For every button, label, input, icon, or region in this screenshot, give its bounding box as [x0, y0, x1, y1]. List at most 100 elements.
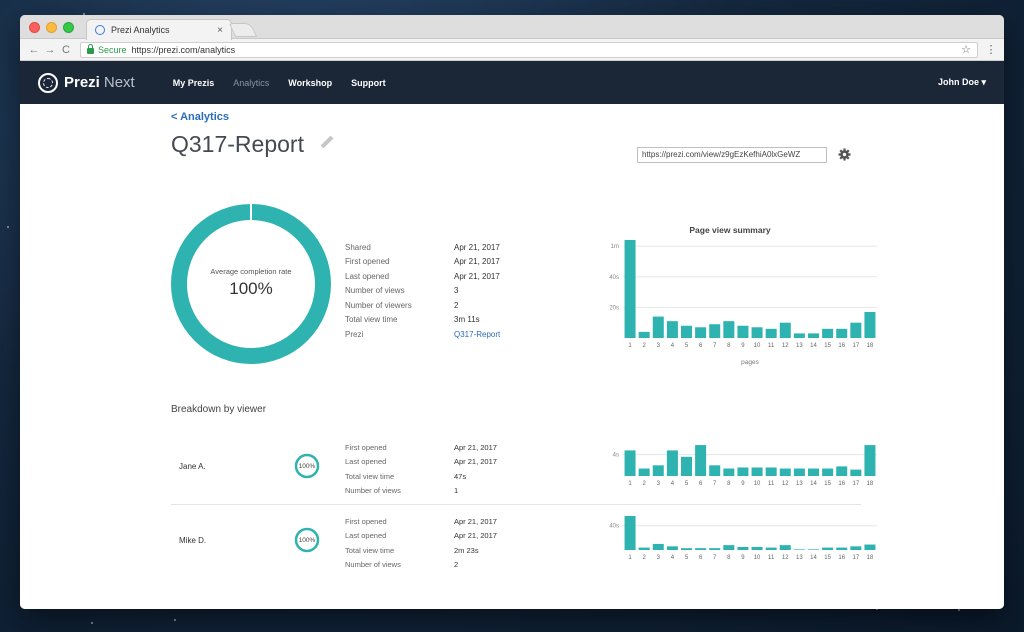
bar[interactable] [680, 456, 693, 476]
bar[interactable] [779, 468, 791, 476]
tab-close-icon[interactable]: × [217, 24, 223, 36]
bar[interactable] [666, 321, 678, 338]
stat-row-total-view-time: Total view time 3m 11s [345, 313, 500, 328]
viewer-stat-row: Number of views 1 [345, 484, 497, 499]
bar[interactable] [779, 322, 791, 338]
x-tick-label: 8 [727, 343, 731, 349]
x-axis-label: pages [741, 359, 759, 366]
bar[interactable] [864, 544, 876, 550]
x-tick-label: 2 [642, 343, 646, 349]
bar[interactable] [624, 450, 636, 476]
x-tick-label: 16 [838, 481, 845, 487]
bar[interactable] [680, 548, 693, 550]
bar[interactable] [652, 465, 664, 476]
bar[interactable] [793, 549, 805, 550]
bar[interactable] [765, 547, 777, 550]
bar[interactable] [822, 468, 834, 476]
viewer-name: Mike D. [179, 536, 207, 545]
gear-icon[interactable] [838, 148, 851, 161]
maximize-window-button[interactable] [63, 22, 74, 33]
bar[interactable] [723, 321, 735, 338]
prezi-link[interactable]: Q317-Report [454, 329, 501, 339]
bar[interactable] [822, 328, 834, 338]
forward-arrow-icon[interactable]: → [44, 43, 56, 56]
x-tick-label: 17 [852, 343, 859, 349]
browser-menu-icon[interactable]: ⋮ [985, 44, 997, 56]
bar[interactable] [751, 546, 763, 550]
share-url-field[interactable]: https://prezi.com/view/z9gEzKefhiA0lxGeW… [637, 147, 827, 163]
nav-support[interactable]: Support [351, 77, 386, 88]
stat-label: First opened [345, 516, 387, 526]
nav-my-prezis[interactable]: My Prezis [172, 77, 215, 88]
x-tick-label: 11 [768, 343, 775, 349]
bar[interactable] [836, 328, 848, 338]
x-tick-label: 14 [810, 481, 817, 487]
bar[interactable] [807, 549, 820, 550]
bar[interactable] [652, 316, 664, 338]
x-tick-label: 7 [713, 481, 717, 487]
x-tick-label: 18 [867, 343, 874, 349]
edit-pencil-icon[interactable] [320, 135, 334, 149]
bar[interactable] [836, 547, 848, 550]
bar[interactable] [709, 465, 721, 476]
bar[interactable] [807, 333, 820, 338]
nav-workshop[interactable]: Workshop [288, 77, 333, 88]
bar[interactable] [850, 469, 862, 476]
nav-analytics[interactable]: Analytics [233, 77, 270, 88]
x-tick-label: 3 [657, 555, 661, 561]
x-tick-label: 15 [824, 555, 831, 561]
bar[interactable] [652, 543, 664, 550]
bar[interactable] [695, 327, 707, 338]
bar[interactable] [850, 546, 862, 550]
bar[interactable] [779, 545, 791, 550]
bar[interactable] [638, 468, 650, 476]
url-field[interactable]: Secure https://prezi.com/analytics ☆ [80, 41, 978, 58]
bookmark-star-icon[interactable]: ☆ [961, 44, 971, 56]
back-arrow-icon[interactable]: ← [28, 43, 40, 56]
x-tick-label: 5 [685, 343, 689, 349]
url-text[interactable]: https://prezi.com/analytics [131, 44, 236, 55]
window-controls [29, 22, 74, 33]
bar[interactable] [737, 325, 749, 338]
bar[interactable] [695, 445, 707, 476]
bar[interactable] [709, 324, 721, 338]
bar[interactable] [807, 468, 820, 476]
bar[interactable] [737, 546, 749, 550]
close-window-button[interactable] [29, 22, 40, 33]
bar[interactable] [850, 322, 862, 338]
analytics-content: < Analytics Q317-Report https://prezi.co… [20, 104, 1004, 609]
bar[interactable] [624, 516, 636, 550]
bar[interactable] [666, 546, 678, 550]
bar[interactable] [666, 450, 678, 476]
bar[interactable] [793, 333, 805, 338]
bar[interactable] [638, 331, 650, 338]
minimize-window-button[interactable] [46, 22, 57, 33]
bar[interactable] [723, 545, 735, 550]
bar[interactable] [680, 325, 693, 338]
new-tab-button[interactable] [228, 23, 258, 37]
bar[interactable] [765, 328, 777, 338]
bar[interactable] [751, 467, 763, 476]
bar[interactable] [765, 467, 777, 476]
bar[interactable] [864, 445, 876, 476]
reload-icon[interactable]: C [62, 43, 70, 56]
bar[interactable] [864, 311, 876, 338]
bar[interactable] [751, 327, 763, 338]
bar[interactable] [695, 548, 707, 550]
user-menu[interactable]: John Doe ▾ [937, 77, 986, 87]
bar[interactable] [709, 548, 721, 550]
bar[interactable] [836, 466, 848, 476]
browser-tab[interactable]: Prezi Analytics × [86, 19, 232, 40]
prezi-logo[interactable]: Prezi Next [38, 72, 135, 93]
bar[interactable] [822, 547, 834, 550]
back-to-analytics-link[interactable]: < Analytics [171, 111, 229, 123]
x-tick-label: 15 [824, 343, 831, 349]
x-tick-label: 6 [699, 343, 703, 349]
bar[interactable] [793, 468, 805, 476]
bar[interactable] [638, 547, 650, 550]
bar[interactable] [624, 240, 636, 338]
bar[interactable] [737, 467, 749, 476]
x-tick-label: 12 [782, 343, 789, 349]
stat-row-prezi: Prezi Q317-Report [345, 327, 500, 342]
bar[interactable] [723, 468, 735, 476]
